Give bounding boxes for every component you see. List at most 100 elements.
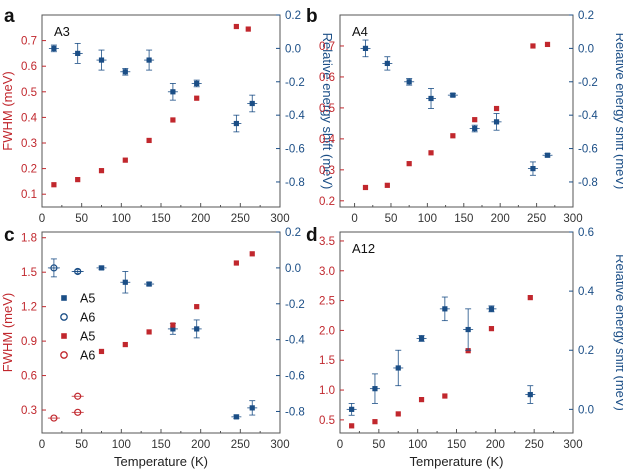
data-point <box>249 100 255 107</box>
inset-label: A3 <box>54 24 70 39</box>
data-point <box>122 157 128 163</box>
right-tick-label: 0.2 <box>285 10 301 22</box>
data-point <box>233 260 239 266</box>
x-tick-label: 50 <box>75 213 88 225</box>
right-tick-label: -0.4 <box>285 110 305 122</box>
data-point <box>372 419 378 425</box>
panel-a: a 0 50 100 150 200 250 300 0.1 0.2 0.3 0.4 0.5 0.6 0.7… <box>0 6 335 225</box>
left-tick-label: 1.8 <box>21 233 37 245</box>
left-tick-label: 0.7 <box>319 41 335 53</box>
data-point <box>418 396 425 403</box>
data-point <box>233 120 239 127</box>
data-point <box>465 348 471 354</box>
right-tick-label: -0.4 <box>578 110 598 122</box>
left-tick-label: 0.4 <box>319 134 336 146</box>
data-point <box>245 26 251 32</box>
x-tick-label: 150 <box>447 439 466 451</box>
right-tick-label: 0.2 <box>578 10 594 22</box>
left-tick-label: 0.3 <box>21 405 37 417</box>
x-tick-label: 300 <box>270 213 289 225</box>
x-tick-label: 0 <box>39 439 45 451</box>
right-tick-label: -0.6 <box>285 144 305 156</box>
panel-b: b 0 50 100 150 200 250 300 0.2 0.3 0.4 0.5 0.6 0.7 0.2… <box>306 6 623 225</box>
x-tick-label: 150 <box>151 213 170 225</box>
data-point <box>194 80 200 87</box>
right-tick-label: 0.2 <box>578 345 594 357</box>
x-tick-label: 300 <box>270 439 289 451</box>
data-point <box>362 45 369 51</box>
plot-frame <box>339 14 574 208</box>
data-point <box>418 335 425 342</box>
data-point <box>170 117 176 123</box>
data-point <box>465 326 471 333</box>
right-tick-label: 0.0 <box>578 404 594 416</box>
data-point <box>530 166 536 172</box>
plot-frame <box>41 231 281 434</box>
data-point <box>98 168 105 174</box>
data-point <box>450 133 456 139</box>
data-point <box>170 326 176 332</box>
y-axis-label-right: Relative energy shift (meV) <box>613 254 623 411</box>
left-tick-label: 1.0 <box>319 385 335 397</box>
data-point <box>349 423 355 429</box>
x-tick-label: 100 <box>112 213 131 225</box>
right-tick-label: -0.8 <box>285 177 305 189</box>
data-point <box>75 177 81 183</box>
data-point <box>384 60 390 67</box>
data-point <box>249 251 255 257</box>
y-axis-label-left: FWHM (meV) <box>0 293 15 372</box>
x-tick-label: 100 <box>112 439 131 451</box>
x-tick-label: 0 <box>39 213 45 225</box>
inset-label: A12 <box>352 241 375 256</box>
data-point <box>488 306 495 312</box>
data-point <box>428 150 434 156</box>
legend-label: A5 <box>80 292 95 306</box>
panel-letter: a <box>4 6 15 27</box>
left-tick-label: 0.5 <box>319 103 335 115</box>
left-tick-label: 0.6 <box>319 72 335 84</box>
data-point <box>249 405 255 411</box>
data-point <box>194 95 200 101</box>
data-point <box>442 393 448 399</box>
series-blue-filled <box>48 42 258 133</box>
legend-label: A6 <box>80 311 95 325</box>
data-point <box>51 182 57 188</box>
data-point <box>75 50 81 56</box>
right-tick-label: 0.4 <box>578 286 595 298</box>
right-tick-label: -0.2 <box>578 77 598 89</box>
data-point <box>122 341 128 348</box>
x-tick-label: 250 <box>231 213 250 225</box>
data-point <box>384 182 390 188</box>
data-point <box>372 386 378 392</box>
data-point <box>194 326 200 332</box>
x-tick-label: 150 <box>454 213 473 225</box>
data-point <box>450 92 456 98</box>
panel-d: d 0 50 100 150 200 250 300 0.5 1.0 1.5 2.0 2.5 3.0 3.5… <box>306 225 623 469</box>
data-point <box>146 57 152 63</box>
x-tick-label: 100 <box>418 213 437 225</box>
left-tick-label: 1.5 <box>319 355 335 367</box>
x-axis-label: Temperature (K) <box>410 454 504 469</box>
data-point <box>146 281 152 287</box>
right-tick-label: -0.2 <box>285 77 305 89</box>
left-tick-label: 2.0 <box>319 325 335 337</box>
right-tick-label: -0.8 <box>285 406 305 418</box>
right-tick-label: 0.0 <box>285 43 301 55</box>
left-tick-label: 1.5 <box>21 267 37 279</box>
data-point <box>395 411 401 417</box>
data-point <box>472 117 478 123</box>
left-tick-label: 0.2 <box>21 164 37 176</box>
x-tick-label: 250 <box>525 439 544 451</box>
data-point <box>98 265 105 271</box>
left-tick-label: 0.9 <box>21 336 37 348</box>
legend-marker <box>61 295 67 301</box>
left-tick-label: 1.2 <box>21 302 37 314</box>
series-blue-filled <box>96 265 258 420</box>
series-red-filled <box>349 295 533 429</box>
right-tick-label: 0.0 <box>285 263 301 275</box>
data-point <box>544 152 551 158</box>
x-tick-label: 250 <box>231 439 250 451</box>
data-point <box>493 105 500 112</box>
data-point <box>406 161 412 167</box>
data-point <box>442 306 448 312</box>
